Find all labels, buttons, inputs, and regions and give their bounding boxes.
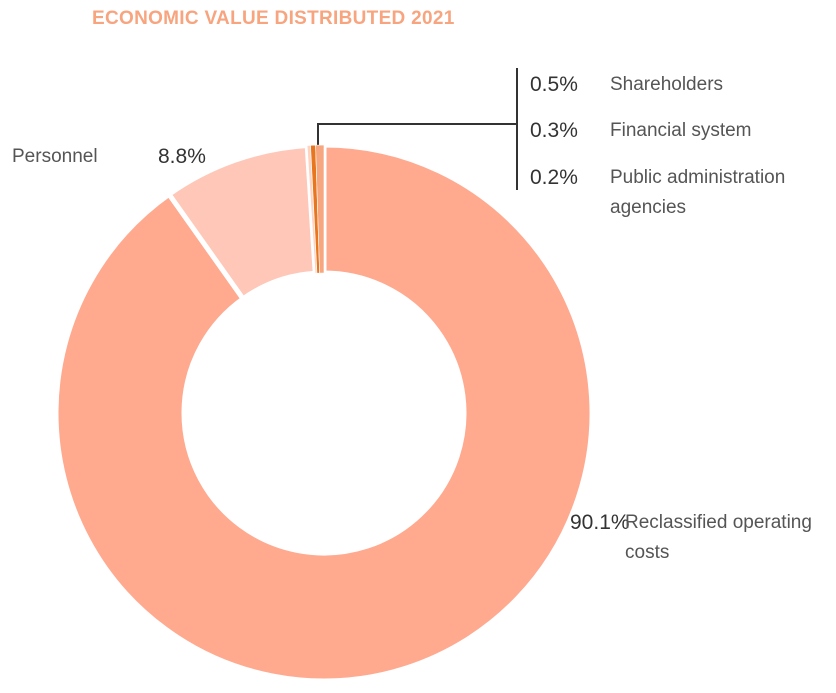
category-label: Shareholders: [610, 74, 724, 95]
donut-slice: [315, 144, 325, 274]
value-label: 0.5%: [530, 73, 578, 96]
value-label: 90.1%: [570, 511, 630, 534]
category-label: Personnel: [12, 146, 98, 167]
value-label: 0.2%: [530, 166, 578, 189]
category-label: Financial system: [610, 120, 752, 141]
chart-title: ECONOMIC VALUE DISTRIBUTED 2021: [92, 8, 455, 29]
value-label: 0.3%: [530, 119, 578, 142]
category-label: Reclassified operating costs: [625, 512, 812, 563]
category-label: Public administration agencies: [610, 167, 786, 218]
value-label: 8.8%: [158, 145, 206, 168]
donut-slice: [53, 142, 595, 684]
